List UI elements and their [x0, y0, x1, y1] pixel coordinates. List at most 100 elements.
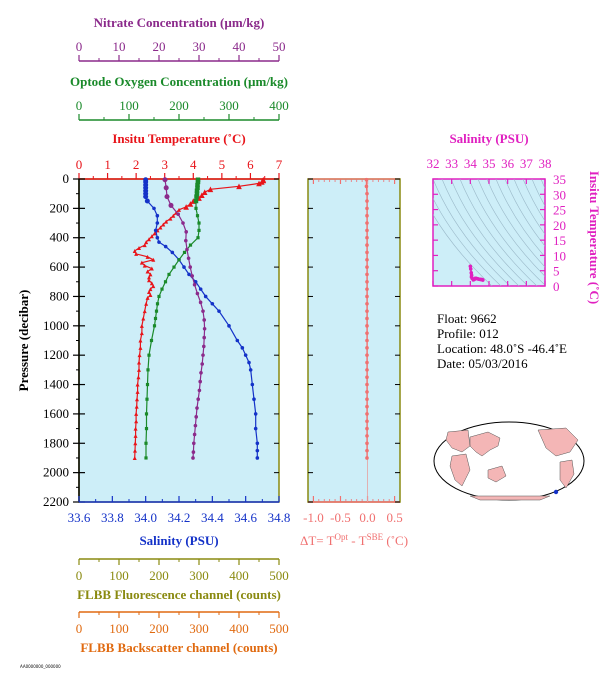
australia-land	[487, 465, 507, 483]
insitu-temperature-point	[135, 382, 140, 387]
europe-land	[445, 429, 471, 453]
insitu-temperature-point	[135, 397, 139, 402]
optode-oxygen-concentration-point	[144, 441, 148, 445]
optode-oxygen-concentration-point	[195, 182, 200, 188]
salinity-point	[155, 235, 160, 240]
nitrate-concentration-point	[164, 194, 170, 200]
insitu-temperature-point	[133, 448, 137, 453]
insitu-temperature-point	[199, 192, 205, 198]
salinity-point	[187, 272, 191, 277]
delta-t-point	[365, 213, 369, 218]
nitrate-concentration-point	[188, 265, 192, 269]
salinity-point	[155, 221, 160, 225]
insitu-temperature-point	[144, 301, 149, 306]
insitu-temperature-point	[187, 201, 194, 207]
ts-contour	[433, 197, 502, 286]
oxygen-tick-label: 400	[269, 98, 289, 113]
delta-t-point	[365, 324, 369, 328]
fluorescence-tick-label: 400	[229, 568, 249, 583]
insitu-temperature-point	[133, 426, 138, 431]
nitrate-concentration-point	[202, 335, 206, 340]
location: Location: 48.0˚S -46.4˚E	[437, 341, 567, 356]
fluorescence-axis-label: FLBB Fluorescence channel (counts)	[77, 587, 281, 602]
temperature-tick-label: 1	[104, 157, 111, 172]
delta-t-point	[365, 404, 369, 409]
optode-oxygen-concentration-point	[146, 368, 150, 372]
nitrate-concentration-point	[198, 379, 202, 384]
insitu-temperature-point	[137, 360, 141, 365]
nitrate-concentration-point	[191, 450, 196, 454]
optode-oxygen-concentration-point	[195, 179, 201, 185]
salinity-point	[243, 353, 248, 357]
ts-y-tick-label: 5	[553, 264, 560, 279]
nitrate-tick-label: 20	[153, 39, 166, 54]
date: Date: 05/03/2016	[437, 356, 528, 371]
salinity-point	[248, 368, 253, 372]
optode-oxygen-concentration-point	[167, 272, 171, 277]
oxygen-axis-label: Optode Oxygen Concentration (µm/kg)	[70, 74, 288, 89]
nitrate-concentration-point	[168, 202, 174, 208]
optode-oxygen-concentration-point	[194, 206, 198, 210]
pressure-tick-label: 1800	[43, 435, 69, 450]
salinity-point	[253, 412, 258, 416]
delta-t-point	[365, 279, 369, 284]
insitu-temperature-point	[144, 240, 149, 245]
nitrate-tick-label: 40	[233, 39, 246, 54]
north-america-land	[537, 427, 579, 457]
optode-oxygen-concentration-point	[195, 185, 200, 191]
salinity-point	[170, 250, 175, 255]
salinity-point	[240, 346, 245, 350]
insitu-temperature-point	[136, 375, 141, 380]
main-series-group	[132, 176, 267, 460]
salinity-tick-label: 33.6	[68, 510, 91, 525]
optode-oxygen-concentration-point	[163, 280, 168, 284]
insitu-temperature-point	[207, 186, 214, 193]
salinity-tick-label: 33.8	[101, 510, 124, 525]
ts-contour	[468, 179, 545, 286]
delta-t-point	[365, 390, 369, 394]
nitrate-concentration-point	[185, 247, 189, 252]
insitu-temperature-point	[151, 284, 156, 289]
nitrate-concentration-point	[181, 221, 185, 225]
insitu-temperature-point	[139, 260, 144, 265]
main-plot-area	[78, 178, 280, 503]
temperature-tick-label: 7	[276, 157, 283, 172]
salinity-point	[235, 338, 240, 343]
insitu-temperature-point	[142, 309, 147, 314]
insitu-temperature-point	[171, 213, 176, 218]
salinity-tick-label: 34.4	[201, 510, 224, 525]
delta-t-point	[365, 301, 369, 306]
ts-y-axis-label: Insitu Temperature (˚C)	[587, 171, 602, 304]
optode-oxygen-concentration-point	[147, 353, 151, 357]
float-info: Float: 9662 Profile: 012 Location: 48.0˚…	[437, 311, 567, 371]
ts-y-tick-label: 15	[553, 233, 566, 248]
insitu-temperature-point	[134, 404, 139, 409]
pressure-tick-label: 1200	[43, 347, 69, 362]
optode-oxygen-concentration-point	[197, 221, 201, 225]
fluorescence-tick-label: 100	[109, 568, 129, 583]
nitrate-tick-label: 0	[76, 39, 83, 54]
delta-t-point	[365, 235, 369, 240]
delta-t-point	[365, 243, 369, 247]
insitu-temperature-point	[138, 345, 143, 350]
ts-contour	[540, 179, 545, 189]
south-america-land	[559, 459, 575, 489]
insitu-temperature-point	[137, 367, 141, 372]
delta-t-point	[365, 346, 369, 350]
backscatter-tick-label: 200	[149, 621, 169, 636]
salinity-point	[144, 198, 150, 204]
africa-land	[449, 453, 471, 487]
nitrate-concentration-point	[200, 362, 204, 366]
optode-oxygen-concentration-point	[193, 198, 199, 204]
profile-number: Profile: 012	[437, 326, 499, 341]
temperature-tick-label: 6	[247, 157, 254, 172]
delta-t-point	[365, 375, 369, 380]
insitu-temperature-point	[137, 353, 142, 358]
ts-title: Salinity (PSU)	[449, 131, 528, 146]
delta-t-point	[365, 309, 369, 313]
nitrate-concentration-point	[198, 300, 203, 305]
ts-contour	[477, 179, 545, 277]
insitu-temperature-point	[138, 338, 143, 343]
salinity-point	[255, 456, 260, 460]
